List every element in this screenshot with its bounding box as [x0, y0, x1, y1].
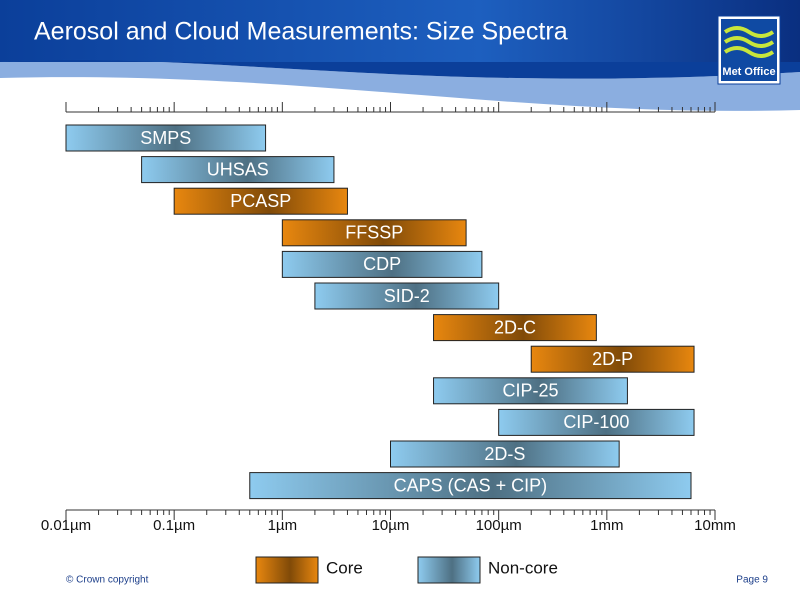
range-bar	[390, 440, 620, 468]
x-tick-label: 10µm	[372, 517, 410, 534]
x-tick-label: 1µm	[268, 517, 297, 534]
bar-label: UHSAS	[207, 159, 269, 179]
header-banner	[0, 0, 800, 62]
logo-waves	[723, 26, 775, 58]
header-wave	[0, 59, 800, 79]
legend-label: Non-core	[488, 558, 558, 577]
legend-swatch	[255, 556, 319, 584]
range-bar	[141, 156, 335, 184]
legend-swatch	[417, 556, 481, 584]
bar-label: 2D-S	[484, 444, 525, 464]
range-bar	[433, 314, 597, 342]
logo-text: Met Office	[722, 66, 775, 78]
page-number: Page 9	[736, 575, 768, 586]
bar-label: 2D-P	[592, 349, 633, 369]
range-bar	[281, 219, 467, 247]
range-bar	[173, 187, 348, 215]
x-tick-label: 0.01µm	[41, 517, 91, 534]
x-tick-label: 10mm	[694, 517, 736, 534]
bar-label: SID-2	[384, 286, 430, 306]
x-tick-label: 100µm	[476, 517, 522, 534]
copyright: © Crown copyright	[66, 575, 149, 586]
bar-label: CDP	[363, 254, 401, 274]
bar-label: FFSSP	[345, 223, 403, 243]
bar-label: SMPS	[140, 128, 191, 148]
x-tick-label: 1mm	[590, 517, 623, 534]
range-bar	[530, 345, 695, 373]
x-tick-label: 0.1µm	[153, 517, 195, 534]
range-bar	[498, 408, 695, 436]
header-wave	[0, 59, 800, 111]
range-bar	[433, 377, 628, 405]
bar-label: PCASP	[230, 191, 291, 211]
range-bar	[314, 282, 500, 310]
range-bar	[65, 124, 267, 152]
slide-title: Aerosol and Cloud Measurements: Size Spe…	[34, 18, 568, 46]
bar-label: CIP-25	[502, 381, 558, 401]
bar-label: 2D-C	[494, 317, 536, 337]
range-bar	[281, 250, 483, 278]
legend-label: Core	[326, 558, 363, 577]
bar-label: CAPS (CAS + CIP)	[394, 475, 548, 495]
bar-label: CIP-100	[563, 412, 629, 432]
range-bar	[249, 472, 692, 500]
